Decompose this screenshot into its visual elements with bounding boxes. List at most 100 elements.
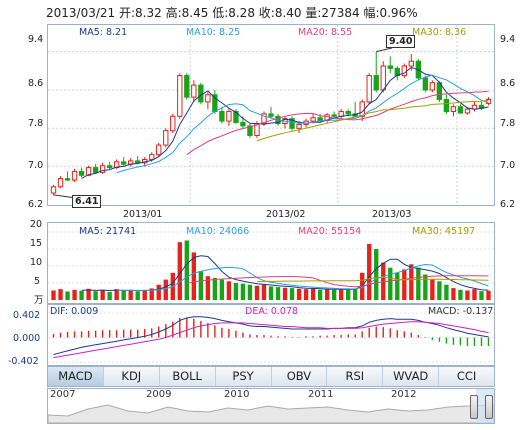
volume-bar <box>184 240 189 300</box>
candle-body <box>373 75 379 91</box>
volume-bar <box>458 289 463 300</box>
tab-boll[interactable]: BOLL <box>160 367 216 386</box>
volume-bar <box>444 284 449 300</box>
candle-body <box>359 101 365 117</box>
volume-bar <box>423 274 428 300</box>
volume-ma10-line <box>116 263 489 291</box>
vol-ytick: 10 <box>30 257 43 268</box>
volume-bar <box>121 290 126 300</box>
candle-body <box>450 106 457 113</box>
candle-body <box>219 111 225 122</box>
xlabel-2013-01: 2013/01 <box>123 209 163 220</box>
candle-body <box>408 60 414 67</box>
candle-body <box>78 170 85 176</box>
candle-body <box>422 77 429 91</box>
volume-bar <box>409 264 414 300</box>
tab-obv[interactable]: OBV <box>272 367 328 386</box>
tab-rsi[interactable]: RSI <box>327 367 384 386</box>
volume-bar <box>247 284 253 300</box>
volume-bar <box>338 288 344 300</box>
price-ma10-line <box>116 74 489 174</box>
xlabel-2013-03: 2013/03 <box>372 209 412 220</box>
volume-bar <box>93 291 98 300</box>
tab-psy[interactable]: PSY <box>216 367 272 386</box>
price-ma30-line <box>256 99 489 142</box>
price-ma30-legend: MA30: 8.36 <box>412 27 467 38</box>
price-ytick-left: 8.6 <box>28 78 44 89</box>
candle-body <box>212 94 218 113</box>
candle-body <box>71 170 78 181</box>
volume-bar <box>135 291 140 300</box>
vol-ma30-legend: MA30: 45197 <box>412 226 476 237</box>
macd-ytick: 0.402 <box>13 310 41 321</box>
high-label: 高: <box>165 6 182 20</box>
volume-bar <box>317 289 323 300</box>
volume-bar <box>395 272 400 300</box>
min-price-callout: 6.41 <box>72 195 102 208</box>
candle-body <box>205 94 211 103</box>
volume-bar <box>107 291 112 300</box>
navigator-left-handle[interactable] <box>470 395 478 419</box>
volume-bar <box>282 287 288 300</box>
tab-cci[interactable]: CCI <box>456 369 477 383</box>
price-ytick-right: 9.4 <box>500 34 516 45</box>
volume-bar <box>374 249 379 300</box>
volume-bar <box>367 243 372 300</box>
candle-body <box>380 65 386 91</box>
candle-body <box>324 114 330 122</box>
volume-bar <box>254 285 260 300</box>
volume-bar <box>268 286 274 300</box>
change-label: 幅: <box>363 6 380 20</box>
volume-bar <box>212 277 218 300</box>
candle-body <box>443 99 450 113</box>
vol-unit: 万 <box>34 295 44 306</box>
candle-body <box>247 125 253 136</box>
candle-body <box>170 115 176 132</box>
candle-body <box>310 117 316 122</box>
macd-legend: MACD: -0.137 <box>428 306 494 317</box>
volume-bar <box>65 291 70 300</box>
candle-body <box>113 161 120 169</box>
volume-bar <box>240 283 246 300</box>
volume-bar <box>388 267 393 300</box>
volume-bar <box>198 271 204 300</box>
volume-bar <box>465 290 470 300</box>
candle-body <box>135 160 141 164</box>
quote-date: 2013/03/21 <box>46 6 116 20</box>
price-ytick-left: 6.2 <box>28 199 44 210</box>
dif-line <box>53 316 489 356</box>
volume-bar <box>58 289 63 300</box>
volume-bar <box>430 279 435 300</box>
volume-bar <box>177 242 182 300</box>
tab-kdj[interactable]: KDJ <box>104 367 160 386</box>
volume-bar <box>296 288 302 300</box>
candle-body <box>177 75 183 117</box>
volume-bar <box>289 288 295 300</box>
volume-bar <box>226 281 232 300</box>
tab-wvad[interactable]: WVAD <box>383 367 440 386</box>
nav-year-2009: 2009 <box>146 389 172 400</box>
timeline-navigator[interactable]: 2007 2009 2010 2011 2012 <box>47 388 495 424</box>
volume-bar <box>416 267 421 300</box>
close-value: 8.40 <box>274 6 302 20</box>
volume-bar <box>163 279 168 300</box>
vol-ma10-legend: MA10: 24066 <box>186 226 250 237</box>
tab-macd[interactable]: MACD <box>48 367 104 386</box>
nav-year-2007: 2007 <box>50 389 76 400</box>
volume-bar <box>275 287 281 300</box>
volume-bar <box>191 252 197 300</box>
price-ytick-right: 8.6 <box>500 78 516 89</box>
xlabel-2013-02: 2013/02 <box>266 209 306 220</box>
candle-body <box>50 186 57 194</box>
volume-bar <box>79 290 84 300</box>
volume-bar <box>156 284 161 300</box>
navigator-right-handle[interactable] <box>485 395 493 419</box>
price-ytick-left: 7.0 <box>28 160 44 171</box>
price-ytick-right: 7.8 <box>500 118 516 129</box>
vol-ma5-legend: MA5: 21741 <box>79 226 137 237</box>
volume-bar <box>261 284 267 300</box>
vol-ytick: 20 <box>30 219 43 230</box>
high-value: 8.45 <box>181 6 209 20</box>
price-ytick-left: 9.4 <box>28 34 44 45</box>
macd-panel[interactable] <box>47 304 495 366</box>
